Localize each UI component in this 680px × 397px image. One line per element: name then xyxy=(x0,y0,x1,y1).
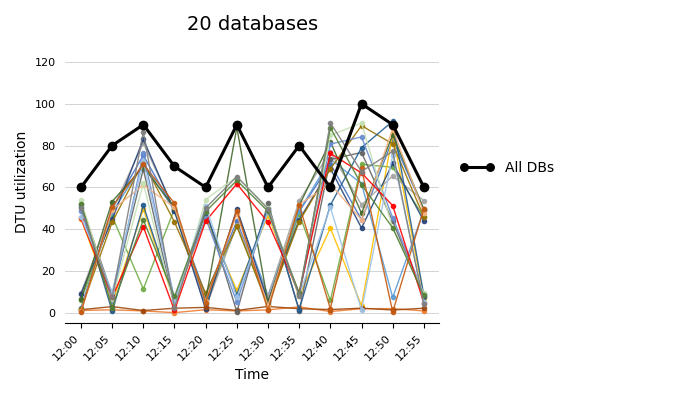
Title: 20 databases: 20 databases xyxy=(187,15,318,34)
All DBs xyxy=(326,185,335,190)
All DBs xyxy=(139,122,148,127)
All DBs xyxy=(233,122,241,127)
All DBs xyxy=(295,143,303,148)
Line: All DBs: All DBs xyxy=(77,100,428,191)
All DBs xyxy=(420,185,428,190)
All DBs xyxy=(264,185,272,190)
All DBs xyxy=(201,185,209,190)
All DBs xyxy=(388,122,396,127)
Y-axis label: DTU utilization: DTU utilization xyxy=(15,131,29,233)
All DBs xyxy=(358,101,366,106)
All DBs xyxy=(171,164,179,169)
X-axis label: Time: Time xyxy=(235,368,269,382)
All DBs xyxy=(77,185,85,190)
All DBs xyxy=(108,143,116,148)
Legend: All DBs: All DBs xyxy=(454,156,560,181)
